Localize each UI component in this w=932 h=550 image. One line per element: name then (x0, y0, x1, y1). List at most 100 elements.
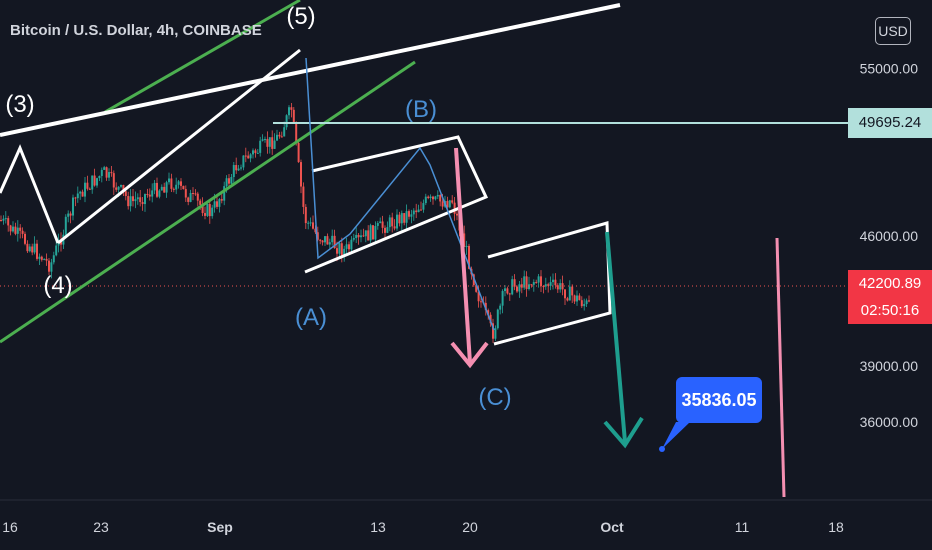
candle-body (417, 209, 420, 213)
candle-body (268, 137, 271, 147)
candle-body (456, 213, 458, 216)
candle-body (468, 245, 470, 269)
candle-body (74, 197, 77, 199)
candle-body (496, 309, 499, 329)
candle-body (12, 226, 14, 232)
y-tick-label: 36000.00 (860, 414, 919, 430)
candle-body (283, 127, 286, 137)
target-price-label[interactable]: 35836.05 (676, 377, 762, 423)
candle-body (153, 182, 156, 191)
candle-body (76, 193, 79, 199)
candle-body (156, 182, 158, 197)
wave-label-4: (4) (43, 272, 72, 299)
candle-body (127, 196, 130, 207)
pink-vertical-marker[interactable] (775, 237, 786, 498)
candle-body (16, 227, 19, 234)
candle-body (312, 222, 314, 229)
wave-label-c: (C) (478, 384, 511, 411)
candle-body (302, 186, 305, 207)
candle-body (480, 301, 482, 303)
candle-body (242, 155, 245, 168)
candle-body (158, 190, 161, 197)
candle-body (410, 214, 413, 217)
candle-body (204, 213, 206, 216)
target-pointer (662, 422, 690, 449)
candle-body (50, 262, 53, 272)
candle-body (24, 233, 26, 244)
candle-body (225, 178, 228, 187)
candle-body (331, 235, 334, 243)
candle-body (345, 244, 348, 249)
candle-body (314, 228, 317, 233)
candle-body (429, 196, 432, 199)
candle-body (420, 209, 422, 211)
currency-button[interactable]: USD (875, 17, 911, 45)
candle-body (271, 137, 274, 149)
time-axis[interactable]: 16 23 Sep 13 20 Oct 11 18 (0, 499, 932, 535)
candle-body (141, 202, 144, 205)
candle-body (348, 244, 350, 250)
candle-body (290, 107, 293, 110)
white-resistance-line[interactable] (0, 3, 621, 137)
candle-body (415, 210, 418, 213)
candle-body (144, 194, 146, 205)
candle-body (79, 191, 82, 194)
candle-body (100, 169, 103, 177)
candle-body (376, 223, 379, 226)
candle-body (499, 305, 502, 310)
x-tick-label: 11 (735, 519, 750, 535)
candle-body (182, 185, 185, 190)
y-tick-label: 55000.00 (860, 60, 919, 76)
candle-body (28, 246, 31, 252)
candle-body (453, 202, 456, 214)
candle-body (48, 260, 50, 272)
candle-body (117, 186, 120, 190)
candle-body (412, 210, 415, 215)
price-axis[interactable]: 55000.00 46000.00 39000.00 36000.00 (860, 60, 919, 429)
candle-body (295, 122, 298, 143)
candle-body (160, 186, 163, 191)
candle-body (220, 199, 223, 201)
x-tick-label: 13 (370, 519, 386, 535)
candle-body (232, 165, 235, 178)
candle-body (228, 178, 230, 184)
wedge-upper-line[interactable] (57, 48, 301, 245)
candle-body (393, 226, 396, 229)
candle-body (230, 177, 233, 184)
candle-body (120, 184, 122, 187)
candle-body (384, 227, 386, 233)
candle-body (403, 213, 406, 223)
candle-body (112, 173, 115, 188)
candle-body (439, 194, 442, 202)
target-point[interactable] (659, 446, 665, 452)
candle-body (206, 204, 209, 216)
wave-3-4-zigzag[interactable] (0, 144, 60, 244)
candle-body (129, 196, 132, 207)
candle-body (93, 175, 96, 186)
wave-a-b-c-path[interactable] (305, 57, 495, 331)
abc-channel-two[interactable] (487, 221, 612, 346)
candle-body (237, 168, 240, 171)
pink-down-arrow[interactable] (450, 147, 489, 369)
candle-body (350, 239, 353, 250)
green-channel-upper[interactable] (104, 0, 301, 114)
candle-body (172, 188, 175, 190)
candle-body (148, 194, 151, 197)
candle-body (528, 284, 530, 289)
candle-body (254, 150, 257, 153)
wave-label-a: (A) (295, 304, 327, 331)
candle-body (328, 242, 331, 245)
candle-body (180, 181, 182, 186)
candle-body (556, 285, 559, 290)
candle-body (326, 236, 329, 245)
green-channel-lower[interactable] (0, 60, 416, 344)
candle-body (115, 187, 118, 190)
candle-body (321, 240, 324, 243)
candle-body (273, 140, 276, 149)
candle-body (122, 184, 125, 192)
abc-channel-one[interactable] (304, 135, 489, 274)
candle-body (504, 288, 506, 292)
teal-down-arrow[interactable] (603, 231, 644, 449)
candle-body (525, 276, 528, 289)
